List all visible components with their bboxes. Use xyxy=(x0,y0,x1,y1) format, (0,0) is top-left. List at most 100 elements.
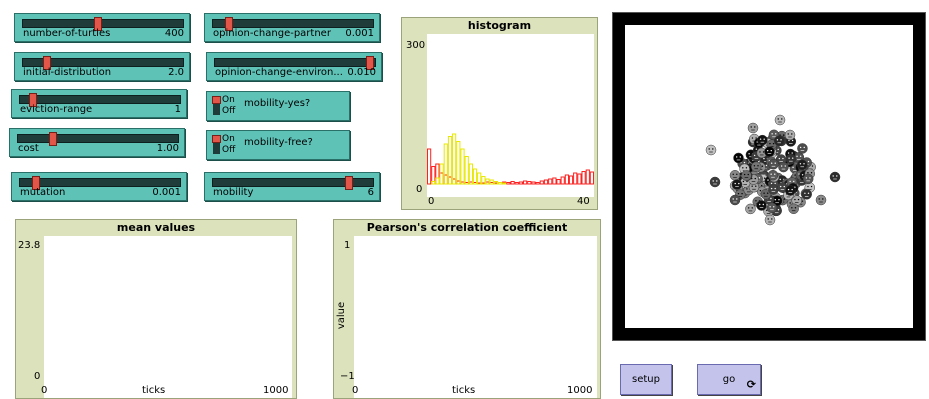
slider-label: number-of-turtles xyxy=(23,28,111,39)
histogram-bar xyxy=(560,176,565,185)
slider-thumb[interactable] xyxy=(94,17,103,31)
slider-label: opinion-change-partner xyxy=(213,28,331,39)
switch-off-label: Off xyxy=(222,145,236,155)
slider-track[interactable] xyxy=(22,17,184,31)
histogram-bar xyxy=(539,180,544,185)
plot-title: mean values xyxy=(116,221,196,234)
x-min-label: 0 xyxy=(41,385,48,396)
setup-button[interactable]: setup xyxy=(620,364,672,395)
slider-cost[interactable]: cost 1.00 xyxy=(9,128,185,157)
turtle-face-icon xyxy=(796,159,808,171)
slider-mutation[interactable]: mutation 0.001 xyxy=(11,172,187,201)
y-min-label: 0 xyxy=(416,184,423,195)
histogram-bar xyxy=(523,180,528,185)
turtle-face-icon xyxy=(729,170,741,181)
slider-initial-distribution[interactable]: initial-distribution 2.0 xyxy=(14,52,190,81)
histogram-bar xyxy=(589,171,594,185)
setup-button-label: setup xyxy=(632,374,660,385)
slider-opinion-change-partner[interactable]: opinion-change-partner 0.001 xyxy=(204,13,380,42)
slider-label: mutation xyxy=(20,187,66,198)
slider-track[interactable] xyxy=(19,93,181,107)
slider-thumb[interactable] xyxy=(49,132,58,146)
turtle-face-icon xyxy=(774,114,786,126)
toggle-icon[interactable] xyxy=(212,135,221,154)
slider-value: 1.00 xyxy=(156,143,179,154)
slider-track[interactable] xyxy=(17,132,179,146)
histogram-bar xyxy=(456,141,461,185)
turtle-face-icon xyxy=(757,134,768,146)
slider-thumb[interactable] xyxy=(32,176,40,190)
turtle-face-icon xyxy=(745,203,756,215)
world-view[interactable] xyxy=(612,12,926,341)
slider-track[interactable] xyxy=(22,56,184,70)
histogram-bar xyxy=(506,182,511,185)
turtle-face-icon xyxy=(802,173,814,185)
histogram-bar xyxy=(439,163,444,185)
switch-label: mobility-free? xyxy=(244,137,313,148)
go-button[interactable]: go ⟳ xyxy=(697,364,761,395)
go-button-label: go xyxy=(722,374,736,385)
x-axis-label: ticks xyxy=(142,385,166,396)
turtle-face-icon xyxy=(764,214,776,226)
slider-value: 2.0 xyxy=(168,67,184,78)
histogram-bar xyxy=(568,175,574,185)
histogram-bar xyxy=(477,172,482,185)
slider-value: 0.001 xyxy=(152,187,181,198)
turtle-face-icon xyxy=(777,182,788,193)
histogram-bar xyxy=(447,136,453,185)
turtle-face-icon xyxy=(748,181,760,193)
world-canvas[interactable] xyxy=(625,25,913,328)
x-min-label: 0 xyxy=(428,196,435,207)
switch-on-label: On xyxy=(222,95,235,105)
histogram-bar xyxy=(427,148,432,185)
x-axis-label: ticks xyxy=(452,385,476,396)
slider-mobility[interactable]: mobility 6 xyxy=(204,172,380,201)
slider-label: initial-distribution xyxy=(23,67,112,78)
slider-label: cost xyxy=(18,143,39,154)
slider-track[interactable] xyxy=(212,17,374,31)
toggle-icon[interactable] xyxy=(212,96,221,115)
switch-mobility-free[interactable]: On Off mobility-free? xyxy=(206,130,350,160)
histogram-bar xyxy=(518,181,524,185)
turtle-face-icon xyxy=(768,158,779,170)
histogram-bar xyxy=(452,133,457,185)
slider-thumb[interactable] xyxy=(28,93,37,107)
histogram-bar xyxy=(443,143,448,185)
turtle-face-icon xyxy=(768,184,779,195)
slider-value: 400 xyxy=(164,28,184,39)
slider-label: mobility xyxy=(213,187,254,198)
y-min-label: −1 xyxy=(340,371,355,382)
turtle-face-icon xyxy=(705,144,717,156)
slider-opinion-change-environment[interactable]: opinion-change-environ... 0.010 xyxy=(206,52,382,81)
slider-thumb[interactable] xyxy=(345,176,353,190)
mean-values-plot: mean values 23.8 0 0 ticks 1000 xyxy=(15,219,297,399)
slider-thumb[interactable] xyxy=(43,56,51,70)
x-min-label: 0 xyxy=(352,385,359,396)
slider-number-of-turtles[interactable]: number-of-turtles 400 xyxy=(14,13,190,42)
histogram-bar xyxy=(431,181,436,185)
slider-track[interactable] xyxy=(214,56,376,70)
plot-area xyxy=(44,236,292,398)
histogram-bar xyxy=(548,178,553,185)
slider-thumb[interactable] xyxy=(225,17,233,31)
histogram-bar xyxy=(543,179,549,185)
turtle-face-icon xyxy=(750,161,762,173)
histogram-bar xyxy=(485,178,490,185)
turtle-face-icon xyxy=(747,122,759,134)
plot-area xyxy=(354,236,597,398)
histogram-bar xyxy=(531,181,536,185)
switch-mobility-yes[interactable]: On Off mobility-yes? xyxy=(206,91,350,121)
slider-track[interactable] xyxy=(19,176,181,190)
histogram-bar xyxy=(527,181,532,185)
slider-value: 1 xyxy=(174,104,181,115)
histogram-bar xyxy=(514,182,519,185)
histogram-bar xyxy=(502,182,507,185)
histogram-bar xyxy=(468,163,473,185)
turtle-face-icon xyxy=(815,194,827,206)
slider-track[interactable] xyxy=(212,176,374,190)
slider-eviction-range[interactable]: eviction-range 1 xyxy=(11,89,187,118)
slider-value: 6 xyxy=(367,187,374,198)
y-max-label: 300 xyxy=(406,40,426,51)
plot-title: Pearson's correlation coefficient xyxy=(366,221,568,234)
slider-thumb[interactable] xyxy=(366,56,375,70)
